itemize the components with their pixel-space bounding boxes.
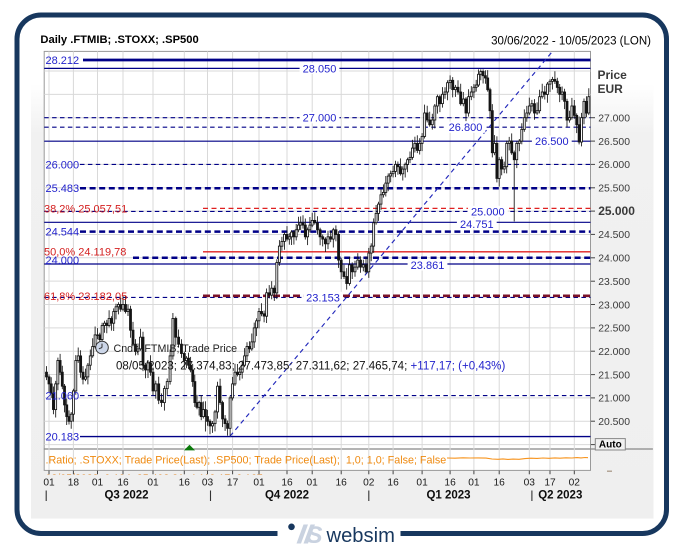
svg-text:26.800: 26.800 [449,122,483,134]
svg-text:23.500: 23.500 [598,277,630,288]
svg-text:21.060: 21.060 [46,391,80,403]
svg-text:25.500: 25.500 [598,184,630,195]
svg-text:16: 16 [281,478,293,489]
svg-text:24.000: 24.000 [598,254,630,265]
svg-text:24.500: 24.500 [598,230,630,241]
svg-text:02: 02 [363,478,375,489]
svg-text:EUR: EUR [598,82,624,96]
svg-text:Q2 2023: Q2 2023 [538,490,582,502]
svg-text:28.212: 28.212 [46,55,80,67]
svg-text:01: 01 [416,478,428,489]
svg-text:08/05/2023; 27.374,83; 27.473,: 08/05/2023; 27.374,83; 27.473,85; 27.311… [116,360,505,372]
svg-text:38,2% 25.057,51: 38,2% 25.057,51 [44,204,127,216]
svg-text:25.000: 25.000 [471,206,505,218]
svg-text:03: 03 [202,478,214,489]
svg-text:16: 16 [179,478,191,489]
svg-text:08/05/2023; 0,134; 25.402,21;: 08/05/2023; 0,134; 25.402,21; 4.119,17; … [46,472,263,484]
svg-text:Cndl; .FTMIB; Trade Price: Cndl; .FTMIB; Trade Price [114,343,238,355]
svg-text:01: 01 [92,478,104,489]
svg-text:23.153: 23.153 [306,292,340,304]
svg-text:16: 16 [117,478,129,489]
svg-text:17: 17 [544,478,556,489]
svg-text:20.500: 20.500 [598,417,630,428]
svg-text:26.500: 26.500 [598,137,630,148]
svg-text:22.000: 22.000 [598,347,630,358]
svg-text:23.000: 23.000 [598,300,630,311]
svg-text:01: 01 [43,478,55,489]
svg-text:03: 03 [524,478,536,489]
svg-text:16: 16 [444,478,456,489]
svg-text:websim: websim [326,525,395,547]
svg-text:Daily .FTMIB; .STOXX; .SP500: Daily .FTMIB; .STOXX; .SP500 [40,34,198,46]
svg-text:26.000: 26.000 [598,160,630,171]
svg-text:01: 01 [307,478,319,489]
svg-text:Price: Price [598,68,628,82]
svg-text:21.000: 21.000 [598,394,630,405]
svg-text:01: 01 [253,478,265,489]
svg-text:24.000: 24.000 [46,255,80,267]
svg-text:Q4 2022: Q4 2022 [265,490,309,502]
svg-text:27.000: 27.000 [598,114,630,125]
svg-text:28.050: 28.050 [303,63,337,75]
svg-text:01: 01 [147,478,159,489]
svg-text:Auto: Auto [599,440,622,451]
svg-text:S: S [307,522,323,549]
svg-text:22.500: 22.500 [598,324,630,335]
svg-text:Q1 2023: Q1 2023 [426,490,470,502]
svg-text:25.483: 25.483 [46,183,80,195]
svg-text:25.000: 25.000 [598,204,635,218]
svg-text:27.000: 27.000 [303,113,337,125]
svg-text:21.500: 21.500 [598,370,630,381]
svg-text:02: 02 [569,478,581,489]
svg-text:24.751: 24.751 [460,219,494,231]
svg-text:61,8% 23.182,05: 61,8% 23.182,05 [44,291,127,303]
svg-text:20.183: 20.183 [46,431,80,443]
svg-text:50,0% 24.119,78: 50,0% 24.119,78 [44,247,126,259]
svg-text:Q3 2022: Q3 2022 [104,490,148,502]
svg-text:16: 16 [336,478,348,489]
svg-text:16: 16 [494,478,506,489]
svg-text:16: 16 [387,478,399,489]
svg-text:18: 18 [68,478,80,489]
svg-text:24.544: 24.544 [46,227,80,239]
svg-text:26.500: 26.500 [535,136,569,148]
svg-text:17: 17 [227,478,239,489]
svg-text:01: 01 [468,478,480,489]
svg-text:30/06/2022 - 10/05/2023 (LON): 30/06/2022 - 10/05/2023 (LON) [491,36,651,48]
svg-text:23.861: 23.861 [411,260,445,272]
svg-text:.Ratio; .STOXX; Trade Price(La: .Ratio; .STOXX; Trade Price(Last); .SP50… [46,454,447,466]
svg-text:26.000: 26.000 [46,159,80,171]
